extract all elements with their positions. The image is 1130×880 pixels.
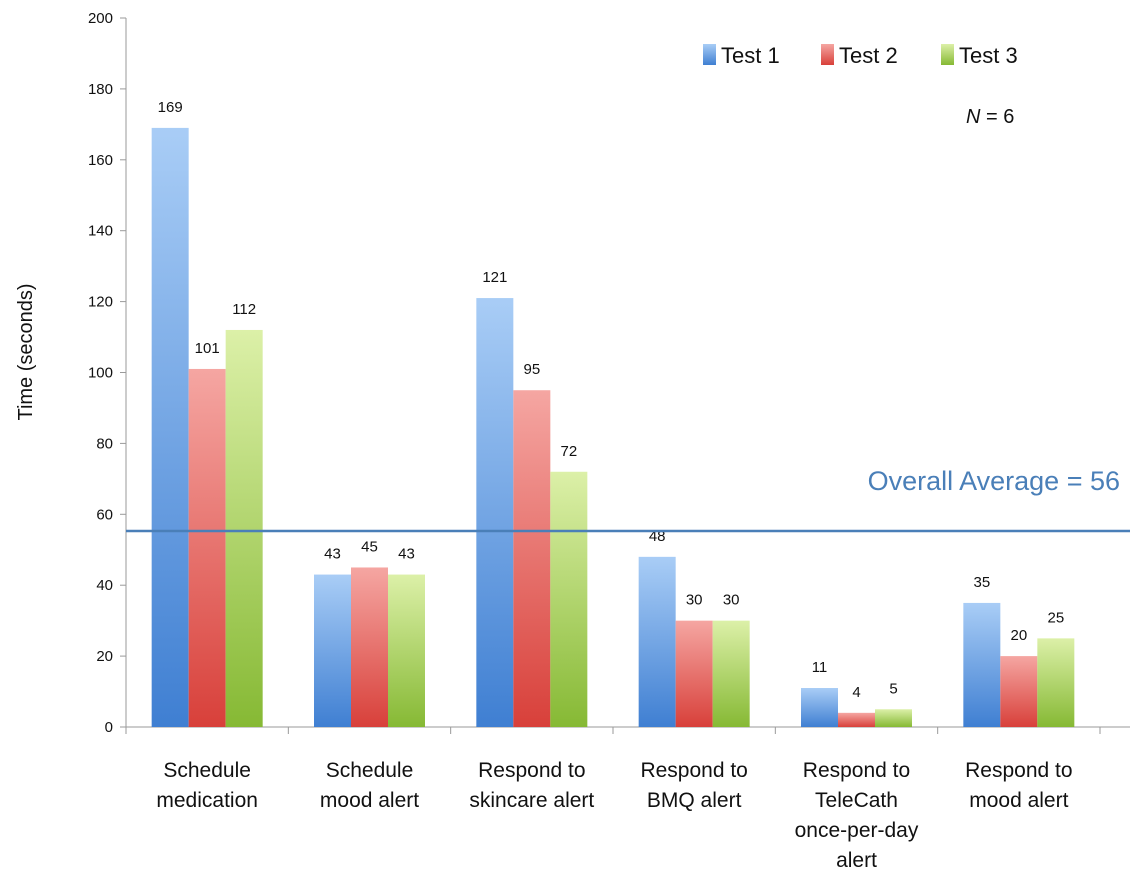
data-label: 101 [195,340,220,357]
legend-label: Test 1 [721,43,780,68]
sample-size-note: N = 6 [966,106,1014,128]
y-tick-label: 20 [96,648,113,665]
y-tick-label: 40 [96,577,113,594]
category-label-line: alert [836,849,877,872]
category-label: Schedule medication [156,759,258,812]
bar-test-2 [351,567,388,727]
legend-swatch [941,44,954,65]
bar-test-3 [550,471,588,727]
y-axis: 0 20 40 60 80 100 120 140 160 180 200 [88,10,127,736]
data-label: 72 [560,443,577,460]
category-label-line: Respond to [640,759,747,782]
category-label-line: mood alert [320,789,419,812]
bar-test-1 [151,127,189,727]
y-tick-label: 120 [88,294,113,311]
category-label: Schedule mood alert [320,759,419,812]
legend-swatch [821,44,834,65]
bar-test-2 [675,620,713,727]
bar-test-1 [314,574,351,727]
y-tick-label: 60 [96,506,113,523]
category-label-line: Respond to [965,759,1072,782]
bar-test-2 [188,368,226,727]
data-label: 30 [686,592,703,609]
category-label-line: Respond to [478,759,585,782]
legend-label: Test 3 [959,43,1018,68]
data-label: 43 [398,546,415,563]
sample-size-symbol: N [966,106,981,128]
bar-test-3 [875,709,912,727]
data-label: 45 [361,538,378,555]
bar-test-2 [513,390,551,727]
y-tick-label: 80 [96,435,113,452]
legend: Test 1 Test 2 Test 3 [703,43,1018,68]
data-label: 35 [973,574,990,591]
legend-label: Test 2 [839,43,898,68]
y-tick-label: 180 [88,81,113,98]
category-label: Respond to TeleCath once-per-day alert [795,759,919,872]
data-label: 11 [812,659,828,676]
data-label: 25 [1047,609,1064,626]
bars [151,127,1075,727]
data-label: 20 [1010,627,1027,644]
category-label-line: once-per-day [795,819,919,842]
bar-test-3 [388,574,425,727]
bar-test-1 [638,556,676,727]
data-label: 43 [324,546,341,563]
category-label-line: medication [156,789,258,812]
category-label-line: Respond to [803,759,910,782]
category-label-line: Schedule [163,759,251,782]
bar-test-3 [225,329,263,727]
category-label-line: BMQ alert [647,789,742,812]
x-axis [125,726,1130,734]
y-tick-label: 200 [88,10,113,27]
category-label: Respond to mood alert [965,759,1072,812]
y-tick-label: 160 [88,152,113,169]
sample-size-value: = 6 [980,106,1014,128]
category-label: Respond to skincare alert [469,759,594,812]
bar-test-1 [476,298,514,727]
average-label: Overall Average = 56 [868,466,1120,496]
bar-test-3 [1037,638,1075,727]
data-label: 30 [723,592,740,609]
bar-test-1 [963,602,1001,727]
bar-test-1 [801,688,838,727]
legend-swatch [703,44,716,65]
data-label: 5 [889,680,897,697]
y-tick-label: 100 [88,365,113,382]
bar-test-2 [1000,656,1038,727]
y-tick-label: 140 [88,223,113,240]
data-label: 121 [482,269,507,286]
data-label: 4 [852,684,860,701]
y-tick-label: 0 [105,719,113,736]
y-axis-title: Time (seconds) [15,283,37,420]
data-label: 95 [523,361,540,378]
data-label: 169 [158,99,183,116]
data-label: 112 [232,301,256,318]
category-label-line: Schedule [326,759,414,782]
bar-test-3 [712,620,750,727]
category-label-line: skincare alert [469,789,594,812]
category-label-line: TeleCath [815,789,898,812]
category-label: Respond to BMQ alert [640,759,747,812]
bar-test-2 [838,712,875,727]
category-label-line: mood alert [969,789,1068,812]
